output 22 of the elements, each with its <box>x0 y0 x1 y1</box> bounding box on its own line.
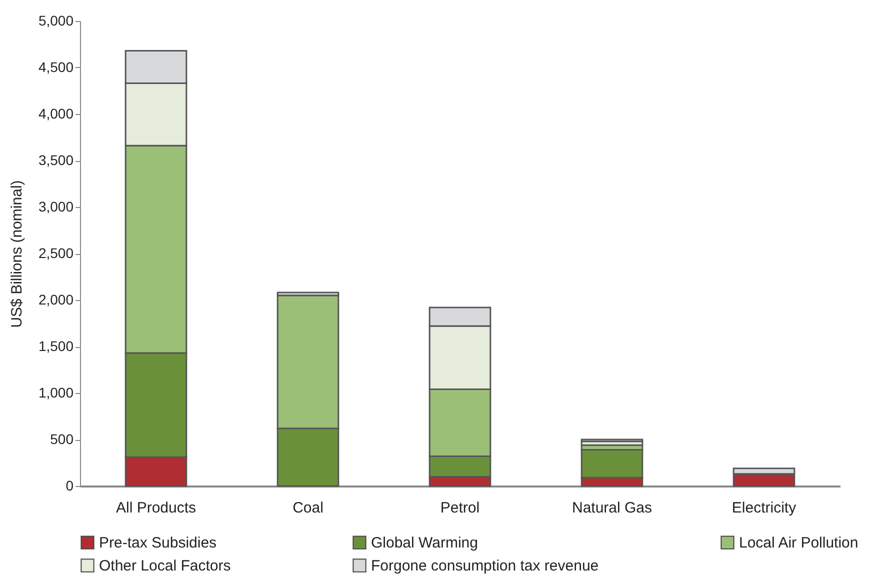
y-tick-label: 3,500 <box>38 152 74 168</box>
y-axis-title: US$ Billions (nominal) <box>8 180 26 328</box>
y-tick-label: 1,500 <box>38 338 74 354</box>
y-tick-label: 4,500 <box>38 59 74 75</box>
y-tick-label: 1,000 <box>38 384 74 400</box>
y-tick-label: 2,500 <box>38 245 74 261</box>
legend-label: Other Local Factors <box>99 558 231 574</box>
legend-label: Local Air Pollution <box>739 534 858 552</box>
legend-label: Forgone consumption tax revenue <box>371 558 599 574</box>
y-tick-label: 2,000 <box>38 292 74 308</box>
y-tick-label: 500 <box>50 431 74 447</box>
x-tick-label: Coal <box>292 500 324 516</box>
x-tick-label: Electricity <box>732 500 797 516</box>
y-tick-label: 4,000 <box>38 106 74 122</box>
y-tick-label: 3,000 <box>38 198 74 214</box>
x-tick-label: Petrol <box>440 500 480 516</box>
legend-label: Pre-tax Subsidies <box>99 534 217 552</box>
y-tick-label: 0 <box>66 478 74 494</box>
x-tick-label: All Products <box>116 500 196 516</box>
y-tick-label: 5,000 <box>38 12 74 28</box>
legend-label: Global Warming <box>371 534 478 552</box>
x-tick-label: Natural Gas <box>572 500 652 516</box>
